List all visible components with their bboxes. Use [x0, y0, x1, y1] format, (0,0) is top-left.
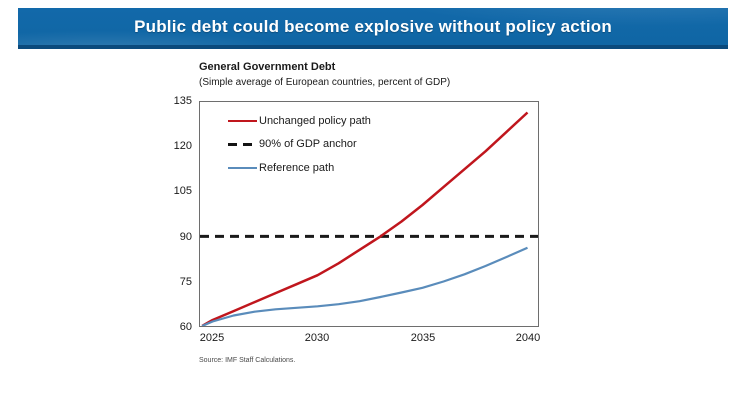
legend-label: Reference path: [259, 162, 335, 174]
header-banner: Public debt could become explosive witho…: [18, 8, 728, 45]
unchanged-policy-line: [201, 111, 529, 326]
y-tick-105: 105: [173, 185, 192, 197]
x-tick-2030: 2030: [304, 332, 330, 344]
chart-title: General Government Debt: [199, 61, 336, 73]
legend-item-gdp-anchor: 90% of GDP anchor: [228, 138, 357, 150]
chart-subtitle: (Simple average of European countries, p…: [199, 77, 451, 88]
legend-item-reference-path: Reference path: [228, 162, 334, 174]
reference-path-line: [201, 246, 528, 326]
y-tick-120: 120: [173, 140, 192, 152]
banner-accent-strip: [18, 45, 728, 49]
line-chart: [200, 111, 538, 326]
red-line-sample-icon: [228, 119, 257, 123]
legend-label: 90% of GDP anchor: [259, 138, 357, 150]
dashed-line-sample-icon: [228, 142, 257, 146]
legend-label: Unchanged policy path: [259, 115, 371, 127]
plot-area: [199, 101, 539, 327]
y-tick-75: 75: [179, 276, 192, 288]
y-tick-60: 60: [179, 321, 192, 333]
source-note: Source: IMF Staff Calculations.: [199, 357, 296, 364]
x-tick-2035: 2035: [410, 332, 436, 344]
y-tick-135: 135: [173, 95, 192, 107]
slide-title: Public debt could become explosive witho…: [134, 16, 612, 36]
legend-item-unchanged-policy: Unchanged policy path: [228, 115, 371, 127]
blue-line-sample-icon: [228, 166, 257, 170]
y-tick-90: 90: [179, 231, 192, 243]
x-tick-2040: 2040: [515, 332, 541, 344]
x-tick-2025: 2025: [199, 332, 225, 344]
